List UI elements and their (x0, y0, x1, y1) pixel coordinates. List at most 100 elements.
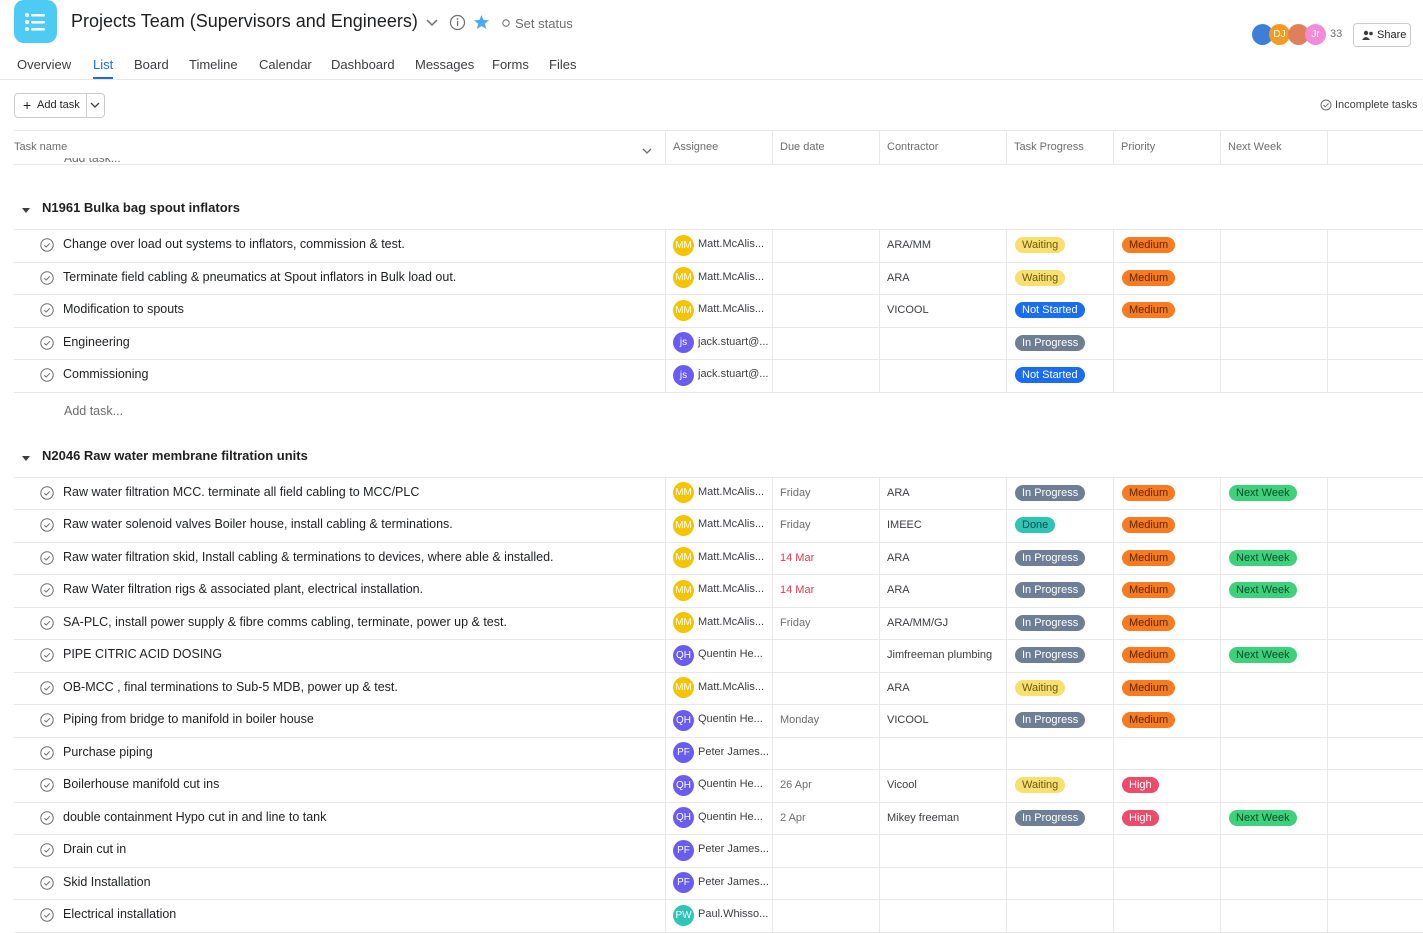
complete-checkbox[interactable] (40, 778, 54, 797)
task-name[interactable]: Raw water filtration MCC. terminate all … (63, 484, 420, 499)
column-header[interactable]: Contractor (887, 141, 939, 153)
contractor: IMEEC (887, 519, 922, 532)
column-divider (879, 261, 880, 294)
complete-checkbox[interactable] (40, 616, 54, 635)
column-divider (772, 834, 773, 867)
column-header[interactable]: Assignee (673, 141, 719, 153)
tab[interactable]: Timeline (189, 57, 238, 72)
header-divider (0, 79, 1423, 80)
column-divider (879, 801, 880, 834)
complete-checkbox[interactable] (40, 486, 54, 505)
task-name[interactable]: Terminate field cabling & pneumatics at … (63, 269, 457, 284)
tab[interactable]: Calendar (259, 57, 312, 72)
column-header[interactable]: Next Week (1228, 141, 1282, 153)
complete-checkbox[interactable] (40, 551, 54, 570)
tab[interactable]: Forms (492, 57, 529, 72)
tab[interactable]: Dashboard (331, 57, 395, 72)
complete-checkbox[interactable] (40, 681, 54, 700)
tab[interactable]: Messages (415, 57, 475, 72)
column-divider (1327, 801, 1328, 834)
assignee-name: Peter James... (698, 745, 769, 758)
tab[interactable]: List (93, 57, 114, 72)
complete-checkbox[interactable] (40, 648, 54, 667)
column-divider (1327, 866, 1328, 899)
task-name[interactable]: Raw water solenoid valves Boiler house, … (63, 517, 453, 532)
info-icon[interactable] (449, 14, 466, 31)
task-name[interactable]: Boilerhouse manifold cut ins (63, 777, 220, 792)
complete-checkbox[interactable] (40, 746, 54, 765)
assignee-avatar: MM (673, 612, 694, 634)
assignee-name: Peter James... (698, 875, 769, 888)
complete-checkbox[interactable] (40, 908, 54, 927)
column-divider (772, 736, 773, 769)
task-name[interactable]: Modification to spouts (63, 302, 184, 317)
complete-checkbox[interactable] (40, 583, 54, 602)
collapse-toggle[interactable] (21, 202, 31, 220)
tab[interactable]: Board (134, 57, 169, 72)
incomplete-filter[interactable]: Incomplete tasks (1335, 99, 1418, 111)
add-task-row[interactable]: Add task... (64, 158, 121, 165)
task-name[interactable]: SA-PLC, install power supply & fibre com… (63, 614, 507, 629)
complete-checkbox[interactable] (40, 518, 54, 537)
column-header[interactable]: Task name (14, 141, 68, 153)
task-name[interactable]: Piping from bridge to manifold in boiler… (63, 712, 314, 727)
column-header[interactable]: Task Progress (1014, 141, 1084, 153)
column-divider (665, 541, 666, 574)
complete-checkbox[interactable] (40, 303, 54, 322)
assignee-name: Matt.McAlis... (698, 550, 765, 563)
tab[interactable]: Files (549, 57, 577, 72)
task-name[interactable]: Skid Installation (63, 874, 151, 889)
tab[interactable]: Overview (17, 57, 72, 72)
task-name[interactable]: Purchase piping (63, 744, 153, 759)
column-divider (1220, 130, 1221, 165)
column-divider (1220, 574, 1221, 607)
row-divider (14, 476, 1423, 478)
collapse-toggle[interactable] (21, 450, 31, 468)
column-divider (665, 476, 666, 509)
share-button[interactable]: Share (1353, 23, 1411, 47)
column-divider (1327, 671, 1328, 704)
column-divider (1220, 261, 1221, 294)
member-avatar: DJ (1269, 24, 1290, 45)
complete-checkbox[interactable] (40, 876, 54, 895)
progress-pill: In Progress (1015, 484, 1086, 501)
task-name[interactable]: Electrical installation (63, 907, 177, 922)
task-name[interactable]: OB-MCC , final terminations to Sub-5 MDB… (63, 679, 398, 694)
column-divider (665, 326, 666, 359)
complete-checkbox[interactable] (40, 713, 54, 732)
column-divider (1113, 639, 1114, 672)
priority-pill: Medium (1122, 712, 1176, 729)
column-header[interactable]: Due date (780, 141, 825, 153)
column-divider (1113, 899, 1114, 932)
priority-pill: Medium (1122, 484, 1176, 501)
add-task-row[interactable]: Add task... (64, 403, 124, 418)
complete-checkbox[interactable] (40, 368, 54, 387)
section-title: N2046 Raw water membrane filtration unit… (42, 447, 308, 463)
column-divider (879, 736, 880, 769)
complete-checkbox[interactable] (40, 843, 54, 862)
task-name[interactable]: Commissioning (63, 367, 149, 382)
task-name[interactable]: Drain cut in (63, 842, 127, 857)
task-name[interactable]: PIPE CITRIC ACID DOSING (63, 647, 223, 662)
complete-checkbox[interactable] (40, 271, 54, 290)
complete-checkbox[interactable] (40, 336, 54, 355)
task-name[interactable]: Engineering (63, 334, 130, 349)
task-name[interactable]: double containment Hypo cut in and line … (63, 809, 327, 824)
column-divider (1220, 899, 1221, 932)
task-name[interactable]: Change over load out systems to inflator… (63, 237, 405, 252)
column-header[interactable]: Priority (1121, 141, 1156, 153)
task-name[interactable]: Raw Water filtration rigs & associated p… (63, 582, 424, 597)
add-task-button[interactable]: + Add task (14, 93, 105, 118)
column-divider (1327, 476, 1328, 509)
column-divider (1220, 704, 1221, 737)
complete-checkbox[interactable] (40, 238, 54, 257)
priority-pill: Medium (1122, 269, 1176, 286)
star-icon[interactable] (473, 14, 490, 31)
column-divider (1220, 639, 1221, 672)
set-status[interactable]: Set status (515, 16, 573, 31)
task-name[interactable]: Raw water filtration skid, Install cabli… (63, 549, 554, 564)
column-divider (1113, 606, 1114, 639)
complete-checkbox[interactable] (40, 811, 54, 830)
column-divider (772, 606, 773, 639)
title-chevron[interactable] (424, 16, 440, 30)
